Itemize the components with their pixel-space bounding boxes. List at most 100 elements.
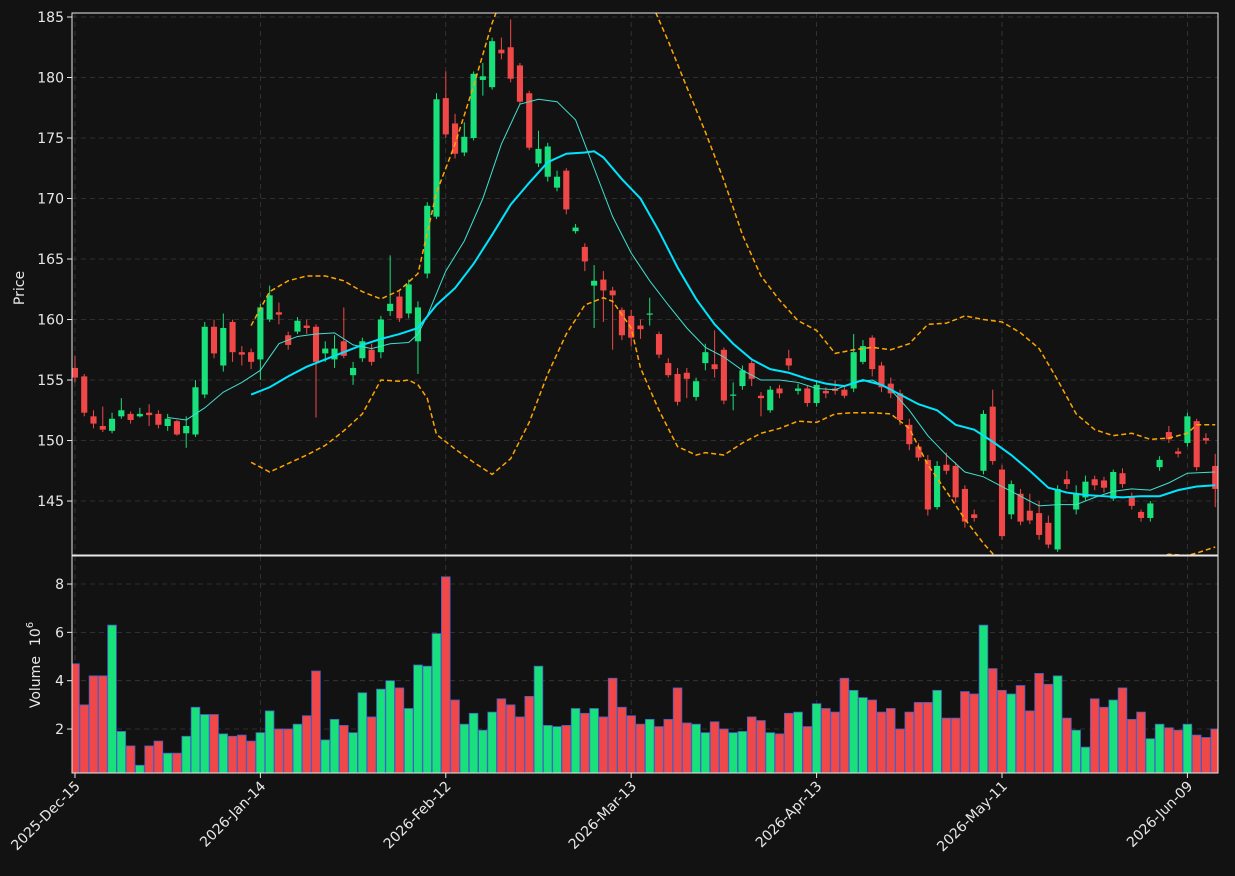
- candle-body: [1212, 465, 1218, 489]
- volume-bar: [580, 712, 590, 773]
- candle-body: [368, 349, 375, 362]
- volume-bar: [320, 739, 331, 773]
- volume-bar: [1154, 723, 1165, 773]
- volume-bar: [746, 716, 757, 773]
- candle-body: [257, 307, 264, 360]
- volume-bar: [691, 723, 701, 773]
- volume-bar: [468, 712, 479, 773]
- candle-body: [146, 412, 153, 416]
- line-series: [250, 150, 1216, 499]
- y-axis-label: Price: [12, 271, 28, 305]
- candle-body: [961, 488, 968, 522]
- candle-body: [238, 352, 245, 355]
- candle-body: [563, 170, 570, 210]
- volume-bar: [784, 712, 794, 773]
- volume-bar: [1071, 729, 1081, 773]
- candle-body: [1184, 416, 1191, 443]
- volume-bar: [1182, 723, 1193, 773]
- volume-bar: [524, 695, 534, 773]
- candle-body: [730, 394, 737, 396]
- volume-bar: [542, 724, 553, 773]
- candle-body: [99, 426, 106, 430]
- candle-body: [470, 73, 477, 139]
- volume-bar: [116, 731, 127, 773]
- volume-bar: [1136, 711, 1146, 773]
- volume-bar: [895, 728, 905, 773]
- candle-body: [220, 327, 227, 366]
- volume-bar: [533, 665, 544, 773]
- candle-body: [81, 376, 88, 413]
- candle-body: [108, 418, 116, 431]
- candle-body: [998, 469, 1006, 537]
- candle-body: [693, 381, 700, 397]
- volume-bar: [153, 740, 164, 773]
- candle-body: [90, 416, 97, 424]
- volume-bar: [811, 703, 822, 773]
- candle-body: [1119, 473, 1126, 485]
- volume-bar: [1052, 675, 1063, 773]
- candle-body: [1045, 522, 1052, 545]
- volume-bar: [227, 735, 238, 773]
- y-tick-label: 6: [55, 625, 64, 641]
- candle-body: [989, 406, 996, 462]
- volume-bar: [607, 677, 618, 773]
- volume-bar: [264, 710, 275, 773]
- candle-body: [229, 321, 236, 353]
- candle-body: [136, 413, 143, 417]
- volume-bar: [987, 668, 998, 773]
- candle-body: [943, 464, 950, 471]
- candle-body: [702, 352, 709, 364]
- candle-body: [127, 413, 134, 420]
- volume-bar: [422, 665, 432, 773]
- volume-bar: [663, 718, 674, 773]
- volume-bar: [79, 704, 89, 773]
- candle-body: [1082, 481, 1089, 498]
- volume-bar: [478, 729, 488, 773]
- volume-bar: [1145, 738, 1156, 773]
- candle-body: [646, 313, 653, 315]
- volume-bar: [793, 711, 803, 773]
- volume-bar: [246, 740, 256, 773]
- candle-body: [683, 372, 690, 379]
- panel-frame: [71, 12, 1219, 556]
- candle-body: [924, 459, 931, 510]
- candle-body: [173, 421, 180, 435]
- volume-bar: [885, 708, 896, 773]
- volume-bar: [394, 687, 405, 773]
- candle-body: [312, 326, 320, 362]
- candle-body: [850, 352, 857, 389]
- candle-body: [553, 176, 561, 188]
- candle-body: [1054, 488, 1061, 550]
- volume-bar: [774, 733, 785, 773]
- candle-body: [757, 395, 765, 399]
- candle-body: [340, 341, 347, 356]
- candle-body: [516, 65, 524, 102]
- volume-bar: [1173, 729, 1183, 773]
- volume-bar: [88, 675, 99, 773]
- candle-body: [711, 364, 718, 370]
- volume-bar: [385, 680, 395, 773]
- candle-body: [767, 389, 774, 411]
- scale-exponent: 6: [25, 622, 36, 628]
- candle-body: [210, 326, 218, 354]
- volume-bar: [617, 706, 627, 773]
- volume-bar: [107, 624, 117, 773]
- candle-body: [785, 358, 792, 366]
- candle-body: [934, 465, 941, 508]
- candle-body: [387, 303, 394, 312]
- volume-bar: [403, 708, 414, 773]
- volume-bar: [561, 724, 572, 773]
- volume-bar: [218, 733, 229, 773]
- volume-bar: [199, 714, 210, 773]
- volume-bar: [654, 726, 664, 773]
- volume-bar: [144, 745, 154, 773]
- candle-body: [1128, 496, 1135, 506]
- candle-body: [322, 348, 329, 354]
- candle-body: [591, 280, 598, 286]
- candle-body: [294, 320, 301, 332]
- volume-bar: [431, 633, 442, 773]
- candle-body: [72, 367, 79, 378]
- y-tick-label: 170: [37, 192, 64, 208]
- candle-body: [405, 284, 412, 314]
- volume-bar: [700, 732, 711, 773]
